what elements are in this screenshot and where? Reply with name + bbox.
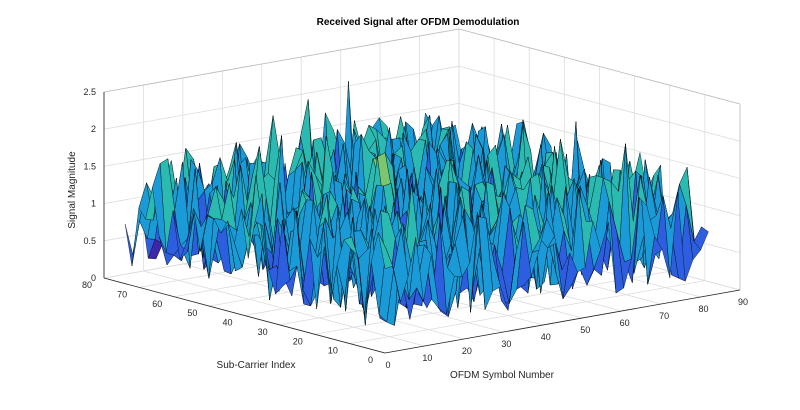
surface-mesh bbox=[124, 81, 709, 326]
floor-grid-line bbox=[314, 270, 670, 335]
z-tick-label: 1 bbox=[91, 199, 96, 209]
y-tick-label: 30 bbox=[258, 327, 268, 337]
floor-grid-line bbox=[349, 280, 705, 345]
box-edge bbox=[458, 28, 741, 105]
y-tick-label: 50 bbox=[187, 308, 197, 318]
x-tick-label: 60 bbox=[620, 318, 630, 328]
x-tick-label: 90 bbox=[738, 297, 748, 307]
y-tick-label: 70 bbox=[117, 289, 127, 299]
y-tick-label: 40 bbox=[222, 318, 232, 328]
x-tick-label: 30 bbox=[501, 339, 511, 349]
y-axis-label: Sub-Carrier Index bbox=[217, 360, 296, 371]
side-wall-grid-line bbox=[458, 103, 741, 179]
surface-patch bbox=[378, 232, 393, 269]
x-axis-label: OFDM Symbol Number bbox=[450, 370, 555, 381]
x-tick-label: 20 bbox=[462, 346, 472, 356]
y-tick-label: 0 bbox=[368, 355, 373, 365]
z-tick-label: 1.5 bbox=[83, 161, 96, 171]
tick-labels: 01020304050607080900102030405060708000.5… bbox=[82, 87, 748, 370]
side-wall-grid-line bbox=[458, 65, 741, 142]
x-tick-label: 50 bbox=[580, 325, 590, 335]
x-tick-label: 40 bbox=[541, 332, 551, 342]
z-tick-label: 0 bbox=[91, 273, 96, 283]
back-wall-grid-line bbox=[103, 103, 460, 167]
z-tick-label: 2.5 bbox=[83, 87, 96, 97]
z-tick-label: 2 bbox=[91, 124, 96, 134]
x-tick-label: 70 bbox=[659, 311, 669, 321]
x-tick-label: 10 bbox=[422, 353, 432, 363]
z-tick-label: 0.5 bbox=[83, 236, 96, 246]
box-edge bbox=[103, 28, 460, 93]
x-axis-line bbox=[384, 289, 741, 354]
y-tick-label: 60 bbox=[152, 299, 162, 309]
back-wall-grid-line bbox=[103, 65, 460, 130]
chart-title: Received Signal after OFDM Demodulation bbox=[317, 17, 520, 28]
y-tick-label: 80 bbox=[82, 280, 92, 290]
x-tick-label: 0 bbox=[385, 360, 390, 370]
x-tick-label: 80 bbox=[699, 304, 709, 314]
y-axis-line bbox=[103, 277, 386, 354]
y-tick-label: 20 bbox=[293, 336, 303, 346]
y-tick-label: 10 bbox=[328, 346, 338, 356]
z-axis-label: Signal Magnitude bbox=[67, 151, 78, 229]
